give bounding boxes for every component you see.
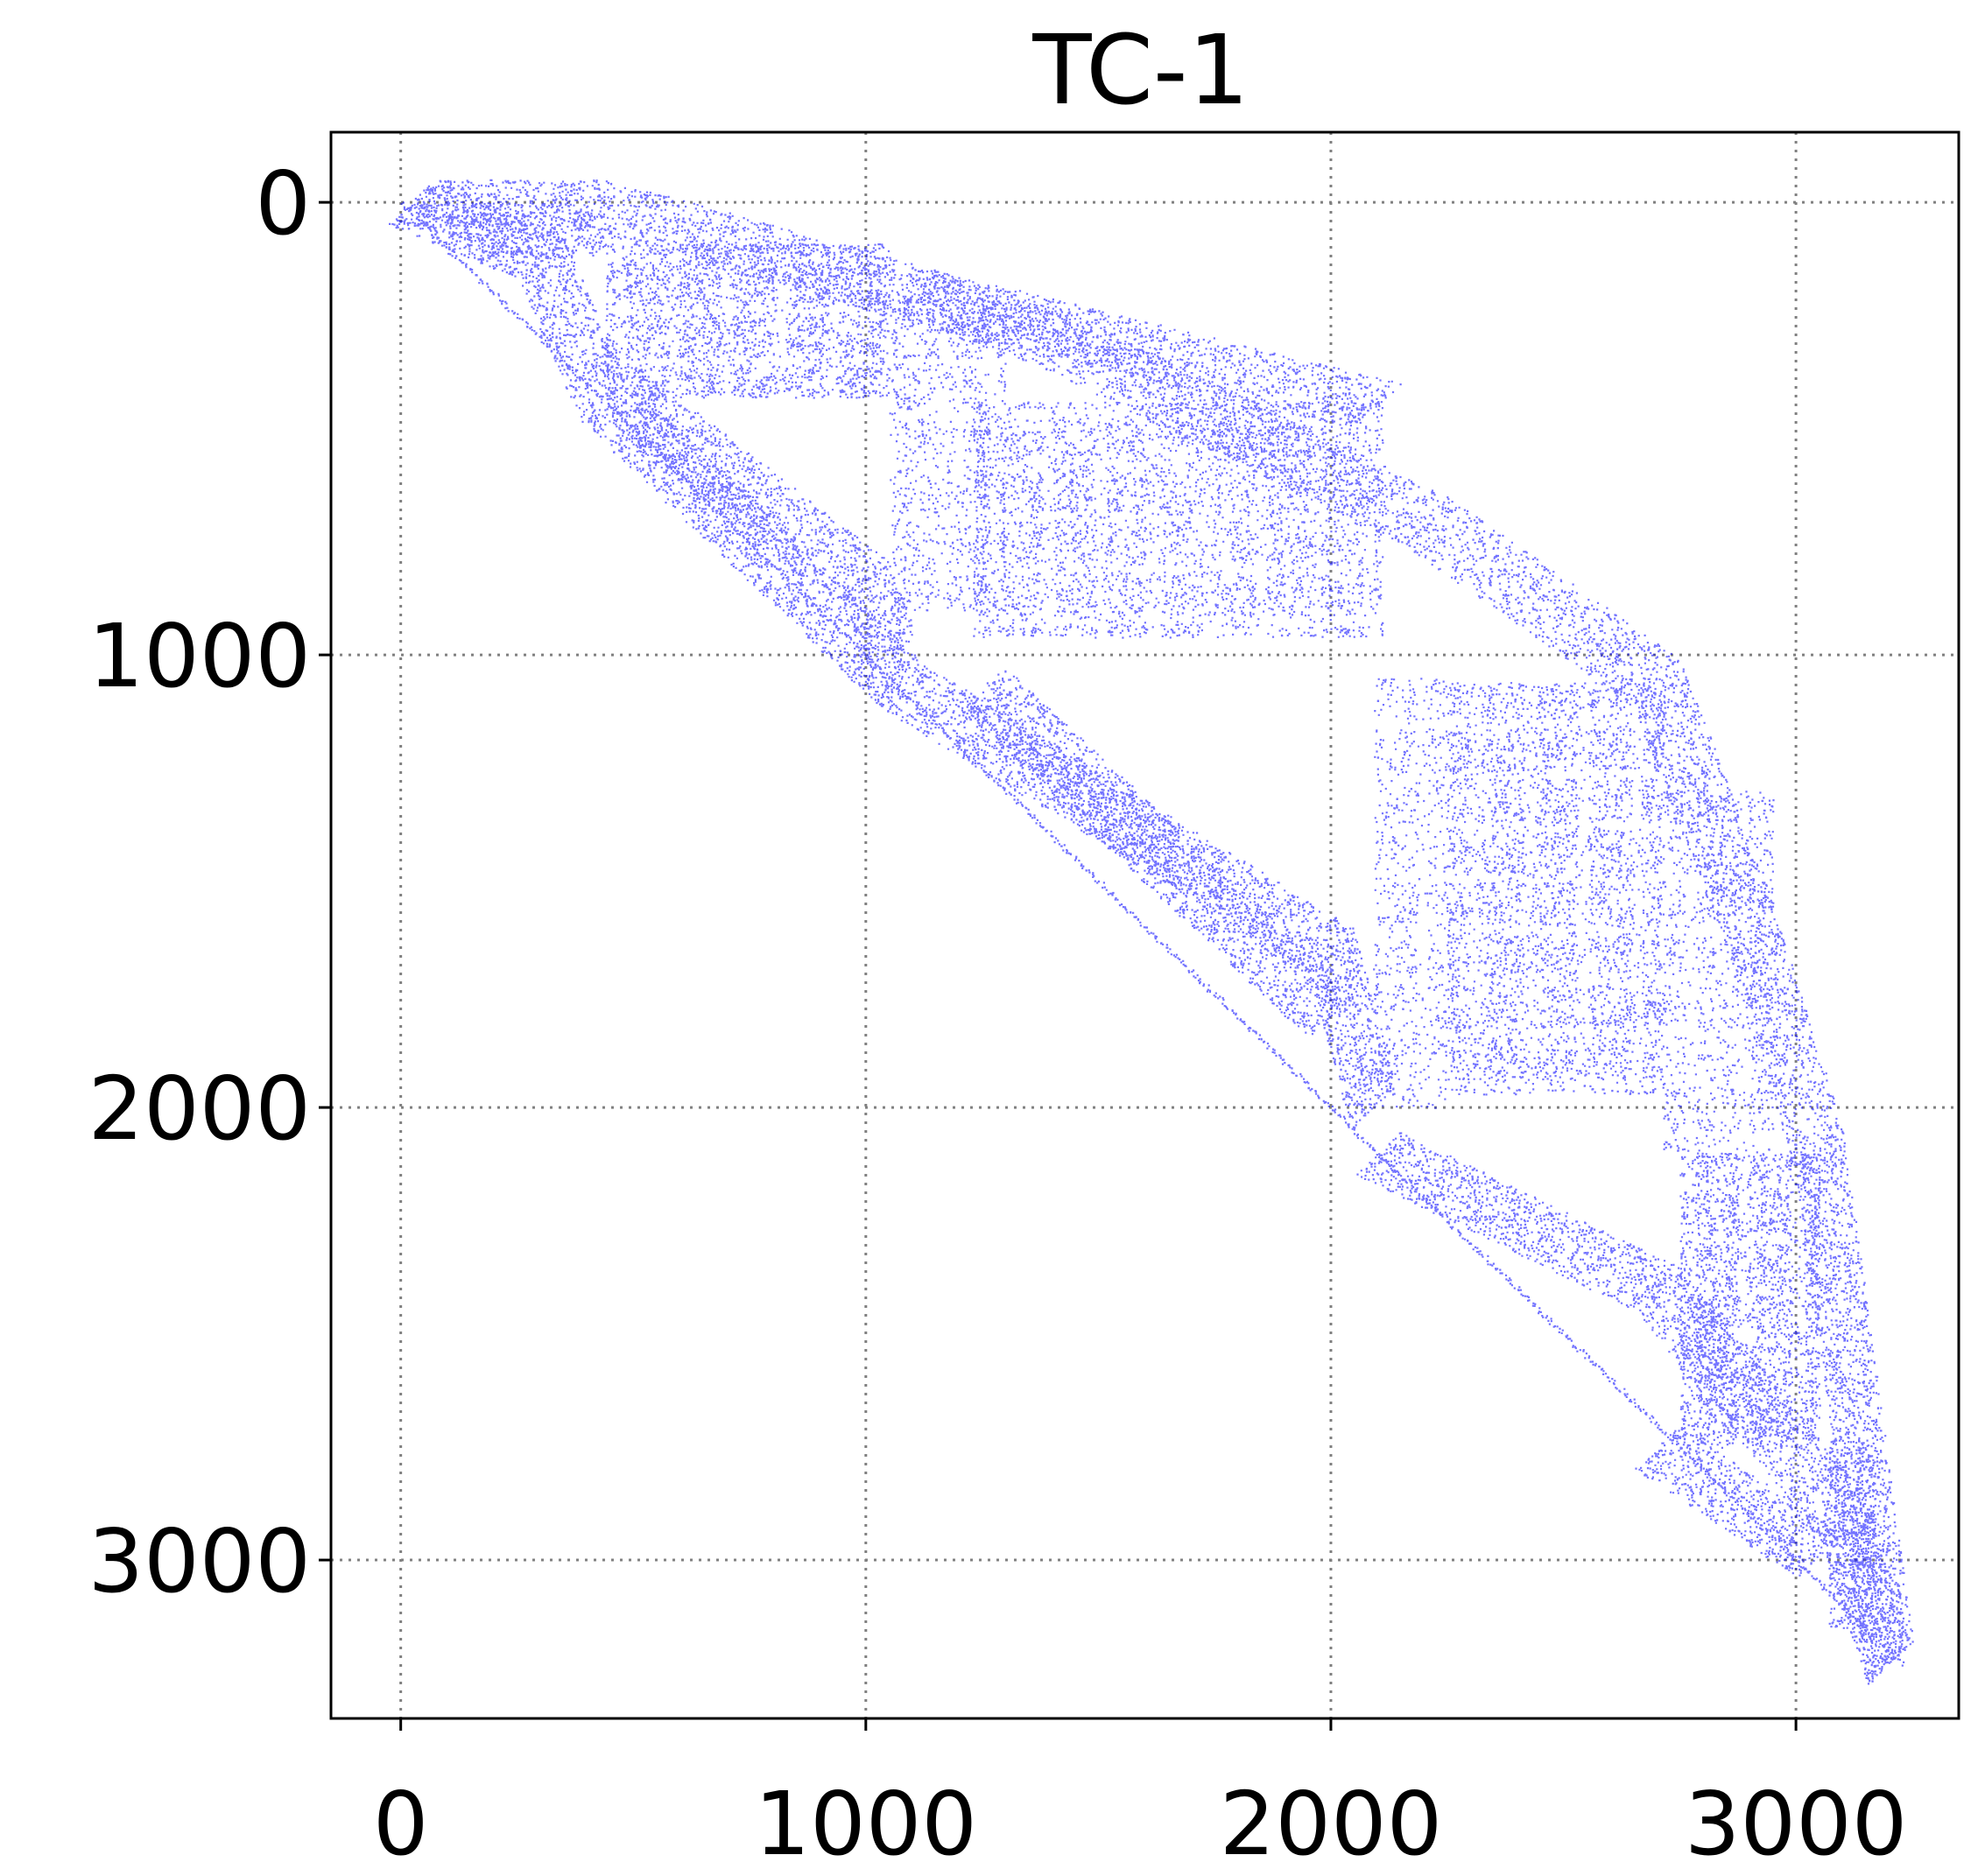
plot-frame	[329, 130, 1960, 1720]
data-points	[389, 179, 1914, 1685]
x-tick-label: 2000	[1220, 1773, 1443, 1875]
y-tick-label: 1000	[88, 605, 312, 707]
x-tick-label: 3000	[1685, 1773, 1908, 1875]
y-tick-label: 0	[255, 152, 311, 255]
y-tick-label: 3000	[88, 1510, 312, 1613]
x-tick-label: 1000	[755, 1773, 978, 1875]
x-tick-label: 0	[373, 1773, 429, 1875]
scatter-points	[389, 179, 1914, 1685]
y-tick-labels: 0 1000 2000 3000	[88, 152, 312, 1613]
chart-title: TC-1	[1031, 14, 1249, 126]
x-tick-labels: 0 1000 2000 3000	[373, 1773, 1907, 1875]
tick-marks	[319, 200, 1798, 1731]
y-tick-label: 2000	[88, 1057, 312, 1160]
